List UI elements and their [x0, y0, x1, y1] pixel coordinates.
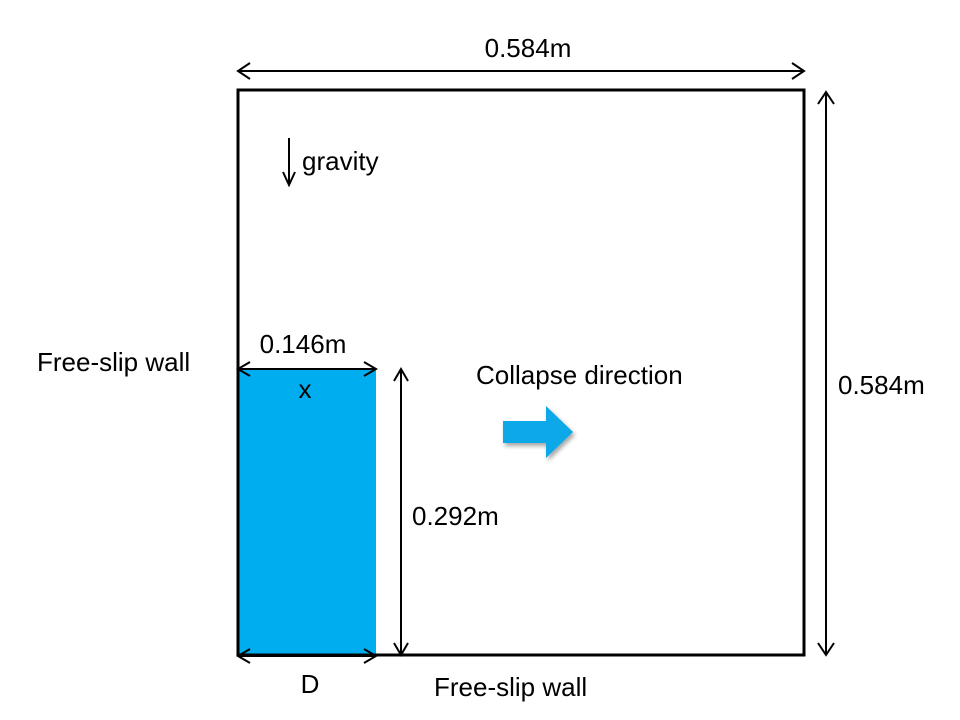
column-width-dimension [236, 361, 378, 377]
right-height-label: 0.584m [838, 370, 925, 400]
bottom-wall-label: Free-slip wall [434, 672, 587, 702]
right-height-dimension [817, 90, 835, 657]
arrow-right-icon [503, 406, 573, 458]
d-dimension [236, 648, 378, 664]
column-width-label: 0.146m [260, 329, 347, 359]
x-marker-label: x [299, 374, 312, 404]
column-height-dimension [393, 367, 409, 657]
left-wall-label: Free-slip wall [37, 347, 190, 377]
water-column [238, 369, 376, 655]
top-width-dimension [236, 62, 806, 80]
arrow-down-icon [282, 138, 296, 188]
d-marker-label: D [301, 669, 320, 699]
tank-boundary [236, 88, 806, 657]
gravity-label: gravity [302, 146, 379, 176]
collapse-direction-label: Collapse direction [476, 360, 683, 390]
top-width-label: 0.584m [485, 33, 572, 63]
column-height-label: 0.292m [412, 501, 499, 531]
